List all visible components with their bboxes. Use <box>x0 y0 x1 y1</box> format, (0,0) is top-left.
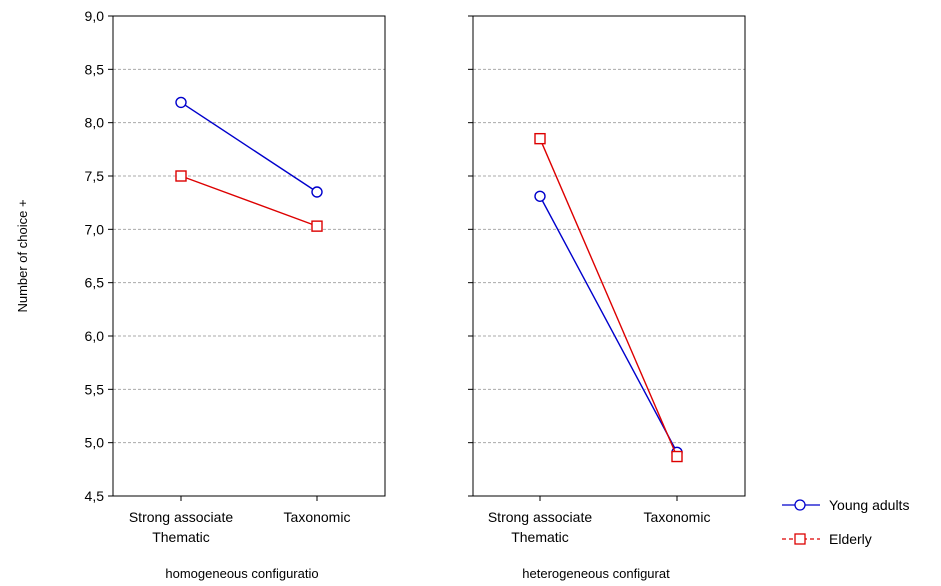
series-marks <box>534 132 683 463</box>
y-tick-label: 7,0 <box>85 221 105 237</box>
y-axis-ticks: 4,5 5,0 5,5 6,0 6,5 7,0 7,5 8,0 8,5 9,0 <box>85 8 113 504</box>
series-line <box>180 101 318 193</box>
grid-lines <box>473 68 745 444</box>
y-tick-label: 5,5 <box>85 381 105 397</box>
series-line <box>539 138 678 457</box>
data-point <box>311 186 323 198</box>
y-tick-label: 6,5 <box>85 275 105 291</box>
series-line <box>180 175 318 227</box>
legend-label: Young adults <box>829 497 909 513</box>
y-tick-label: 7,5 <box>85 168 105 184</box>
legend-item-young-adults: Young adults <box>782 497 909 513</box>
y-tick-label: 9,0 <box>85 8 105 24</box>
x-category-label: Strong associate <box>488 509 592 525</box>
panel-homogeneous: 4,5 5,0 5,5 6,0 6,5 7,0 7,5 8,0 8,5 9,0 Strong as… <box>85 8 386 581</box>
data-point <box>175 96 187 109</box>
legend: Young adults Elderly <box>782 497 909 547</box>
legend-circle-marker <box>794 499 806 511</box>
x-category-label: Thematic <box>511 529 569 545</box>
y-tick-label: 8,0 <box>85 115 105 131</box>
data-point <box>671 450 683 463</box>
y-tick-label: 4,5 <box>85 488 105 504</box>
data-point <box>534 190 546 202</box>
plot-frame <box>472 15 746 497</box>
x-axis-categories: Strong associate Thematic Taxonomic <box>488 496 711 545</box>
y-tick-label: 5,0 <box>85 435 105 451</box>
data-point <box>311 220 323 232</box>
data-point <box>534 132 546 145</box>
y-axis-ticks <box>468 15 473 497</box>
x-category-label: Taxonomic <box>284 509 351 525</box>
x-category-label: Strong associate <box>129 509 233 525</box>
panel-title: homogeneous configuratio <box>165 566 318 581</box>
grid-lines <box>113 68 385 444</box>
plot-frame <box>112 15 386 497</box>
y-axis-title: Number of choice + <box>15 199 30 312</box>
series-line <box>539 195 678 453</box>
panel-title: heterogeneous configurat <box>522 566 670 581</box>
legend-label: Elderly <box>829 531 872 547</box>
x-category-label: Thematic <box>152 529 210 545</box>
panel-heterogeneous: Strong associate Thematic Taxonomic hetero… <box>468 15 746 581</box>
legend-item-elderly: Elderly <box>782 531 872 547</box>
y-tick-label: 6,0 <box>85 328 105 344</box>
x-category-label: Taxonomic <box>644 509 711 525</box>
data-point <box>175 170 187 182</box>
legend-square-marker <box>794 533 806 545</box>
series-marks <box>175 96 323 232</box>
x-axis-categories: Strong associate Thematic Taxonomic <box>129 496 351 545</box>
y-tick-label: 8,5 <box>85 61 105 77</box>
